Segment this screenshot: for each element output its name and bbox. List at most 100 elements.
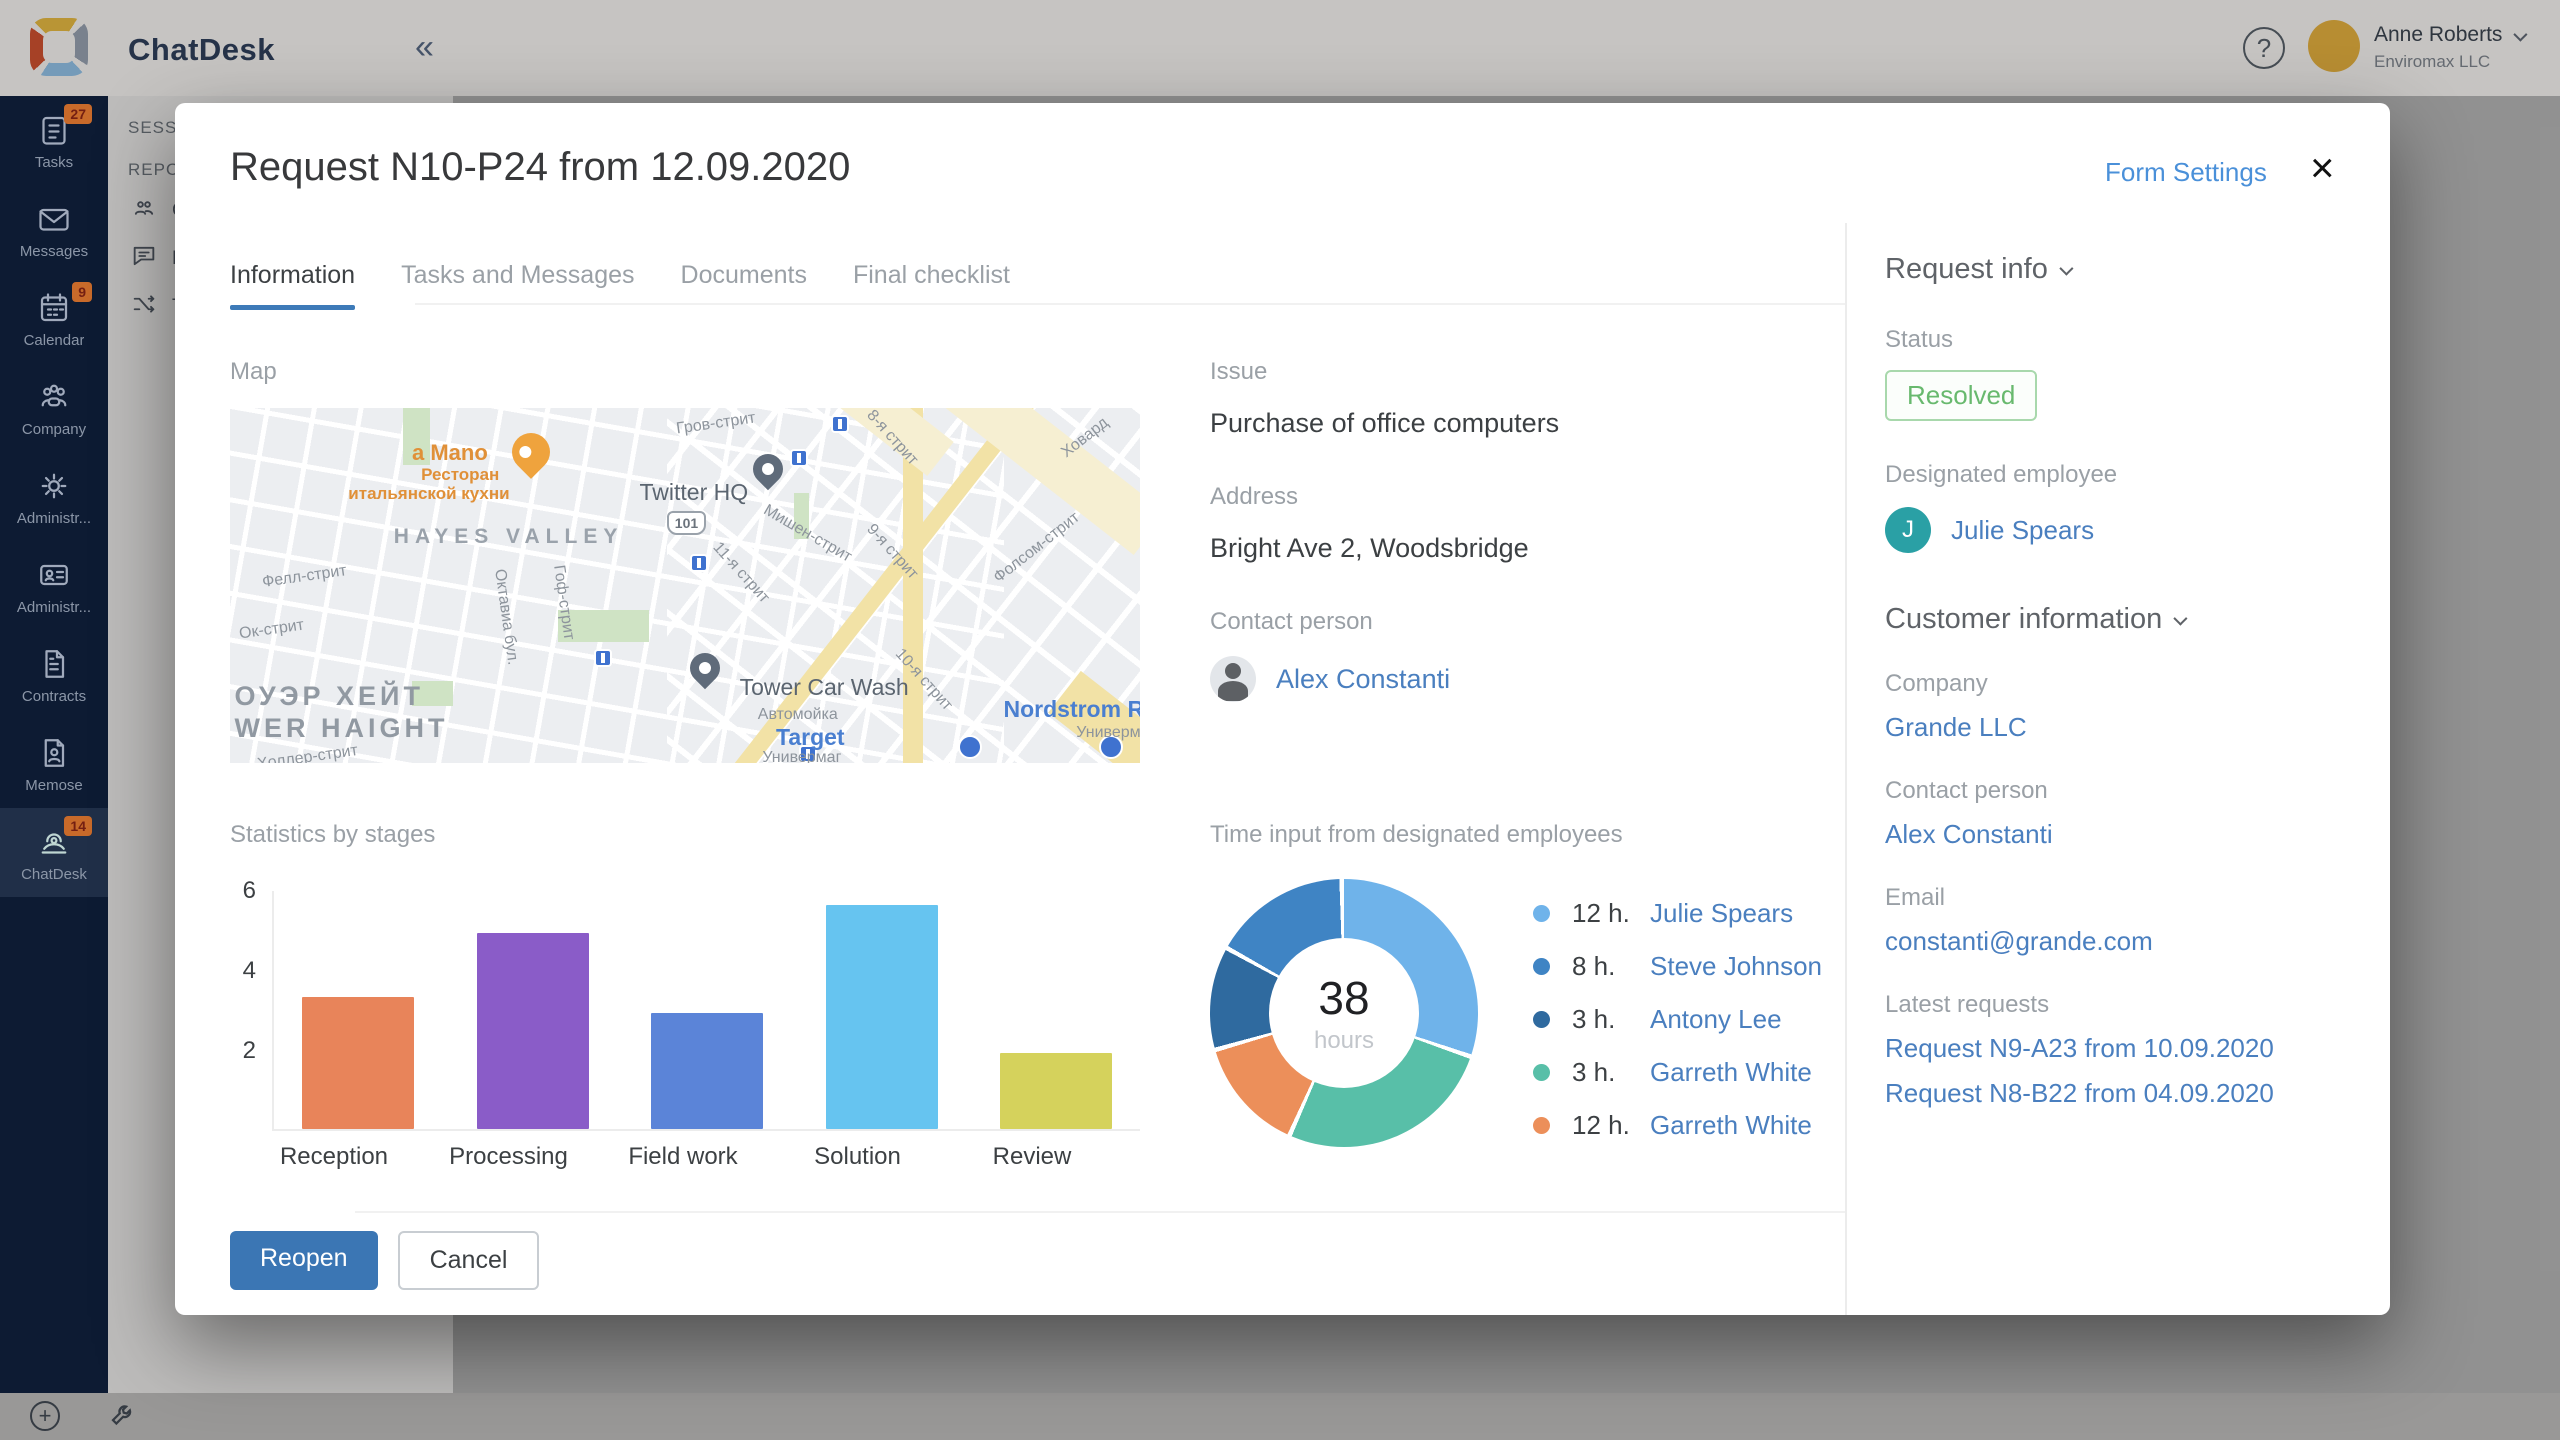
bar-review: Review [993,1053,1112,1170]
map[interactable]: 101 а Mano Ресторан итальянской кухни HAYES… [230,408,1140,763]
legend-hours: 8 h. [1572,951,1616,981]
legend-employee-link[interactable]: Julie Spears [1650,898,1794,928]
id-card-icon [36,557,72,593]
cancel-button[interactable]: Cancel [397,1231,540,1290]
donut-total: 38 [1318,972,1370,1024]
legend-row: 8 h. Steve Johnson [1533,940,1822,993]
y-axis: 6 4 2 [230,877,260,1131]
map-label: HAYES VALLEY [393,525,624,549]
notification-badge: 14 [64,816,92,836]
legend-employee-link[interactable]: Garreth White [1650,1110,1812,1140]
legend-employee-link[interactable]: Antony Lee [1650,1004,1782,1034]
help-icon[interactable]: ? [2243,27,2285,69]
chatdesk-icon: 14 [36,816,92,860]
donut-chart: 38 hours [1210,879,1478,1147]
bar-processing-rect [476,933,589,1129]
sidebar-item-tasks[interactable]: 27 Tasks [0,96,108,185]
sidebar-item-calendar[interactable]: 9 Calendar [0,274,108,363]
legend-hours: 12 h. [1572,898,1630,928]
request-info-panel: Request info Status Resolved Designated … [1885,253,2365,1109]
sidebar-item-company[interactable]: Company [0,363,108,452]
sidebar-item-messages[interactable]: Messages [0,185,108,274]
legend-hours: 12 h. [1572,1110,1630,1140]
bar-solution: Solution [814,905,938,1170]
legend-employee-link[interactable]: Garreth White [1650,1057,1812,1087]
status-label: Status [1885,326,1954,353]
map-label: ОУЭР ХЕЙТ [234,681,424,712]
sidebar-item-chatdesk[interactable]: 14 ChatDesk [0,808,108,897]
customer-contact-link[interactable]: Alex Constanti [1885,819,2053,849]
designated-employee-label: Designated employee [1885,461,2118,488]
transit-stop-icon[interactable] [789,448,808,467]
legend-row: 12 h. Garreth White [1533,1099,1822,1152]
close-icon[interactable]: × [2310,144,2335,191]
address-label: Address [1210,483,1299,510]
time-input-section: Time input from designated employees 38 … [1210,821,1850,1152]
legend-row: 3 h. Antony Lee [1533,993,1822,1046]
sidebar-collapse-icon[interactable]: « [415,28,434,66]
legend-hours: 3 h. [1572,1057,1616,1087]
donut-legend: 12 h. Julie Spears 8 h. Steve Johnson 3 h. An… [1533,887,1822,1152]
add-icon[interactable]: + [30,1401,60,1431]
wrench-icon[interactable] [108,1401,138,1431]
employee-avatar: J [1885,507,1931,553]
sidebar-item-contracts[interactable]: Contracts [0,630,108,719]
company-link[interactable]: Grande LLC [1885,712,2027,742]
contact-person-link[interactable]: Alex Constanti [1276,663,1451,694]
bar-category-label: Processing [449,1143,568,1170]
contact-avatar [1210,656,1256,702]
plot-area: Reception Processing Field work Solution Rev… [272,891,1140,1170]
sidebar-item-memose[interactable]: Memose [0,719,108,808]
bottom-bar: + [0,1393,2560,1440]
issue-column: Issue Purchase of office computers Addre… [1210,358,1830,702]
user-name[interactable]: Anne Roberts [2374,23,2528,47]
map-park [402,408,431,465]
sidebar-item-administr[interactable]: Administr... [0,452,108,541]
email-link[interactable]: constanti@grande.com [1885,926,2153,956]
tab-information[interactable]: Information [230,261,356,310]
y-tick: 6 [242,877,256,904]
shuffle-icon [130,290,158,324]
form-settings-link[interactable]: Form Settings [2105,157,2267,187]
statistics-section: Statistics by stages 6 4 2 Reception Proces… [230,821,1140,1191]
transit-station-icon[interactable] [1099,734,1124,759]
request-info-header[interactable]: Request info [1885,253,2365,286]
team-icon [130,194,158,228]
issue-label: Issue [1210,358,1268,385]
tabs-divider [415,303,1845,305]
transit-station-icon[interactable] [958,734,982,759]
latest-request-link[interactable]: Request N8-B22 from 04.09.2020 [1885,1078,2274,1108]
map-label: Автомойка [757,706,838,724]
map-label: итальянской кухни [348,484,510,504]
reopen-button[interactable]: Reopen [230,1231,378,1290]
panel-section-reports: REPO [128,160,181,179]
transit-stop-icon[interactable] [594,649,612,668]
calendar-icon: 9 [36,282,92,326]
user-company: Enviromax LLC [2374,52,2491,71]
tab-tasks-and-messages[interactable]: Tasks and Messages [401,261,635,289]
legend-row: 12 h. Julie Spears [1533,887,1822,940]
bar-field-work: Field work [628,1013,763,1170]
map-label: Target [776,723,845,750]
transit-stop-icon[interactable] [689,553,708,572]
sidebar-item-administr[interactable]: Administr... [0,541,108,630]
map-label: Ресторан [421,464,500,484]
panel-divider [1845,223,1847,1315]
latest-request-link[interactable]: Request N9-A23 from 10.09.2020 [1885,1033,2274,1063]
transit-stop-icon[interactable] [830,415,849,434]
map-label: Map [230,358,277,385]
modal-title: Request N10-P24 from 12.09.2020 [230,145,851,189]
customer-information-header[interactable]: Customer information [1885,603,2365,636]
legend-hours: 3 h. [1572,1004,1616,1034]
map-label: Универм [1076,723,1140,741]
legend-employee-link[interactable]: Steve Johnson [1650,951,1823,981]
employee-link[interactable]: Julie Spears [1951,514,2095,545]
messages-icon [36,201,72,237]
footer-divider [355,1211,1845,1213]
map-label: Tower Car Wash [739,674,909,701]
transit-stop-icon[interactable] [798,745,817,763]
tab-final-checklist[interactable]: Final checklist [852,261,1010,289]
avatar[interactable] [2308,20,2360,72]
tab-documents[interactable]: Documents [680,261,807,289]
map-label: WER HAIGHT [234,713,449,744]
